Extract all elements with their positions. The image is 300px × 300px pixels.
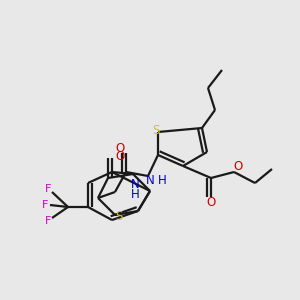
Text: O: O — [116, 142, 124, 154]
Text: H: H — [130, 188, 140, 200]
Text: O: O — [116, 149, 124, 163]
Text: H: H — [158, 175, 166, 188]
Text: S: S — [152, 124, 160, 137]
Text: S: S — [115, 209, 123, 223]
Text: F: F — [45, 184, 51, 194]
Text: N: N — [146, 175, 154, 188]
Text: N: N — [130, 178, 140, 190]
Text: O: O — [206, 196, 216, 209]
Text: O: O — [233, 160, 243, 172]
Text: F: F — [42, 200, 48, 210]
Text: F: F — [45, 216, 51, 226]
